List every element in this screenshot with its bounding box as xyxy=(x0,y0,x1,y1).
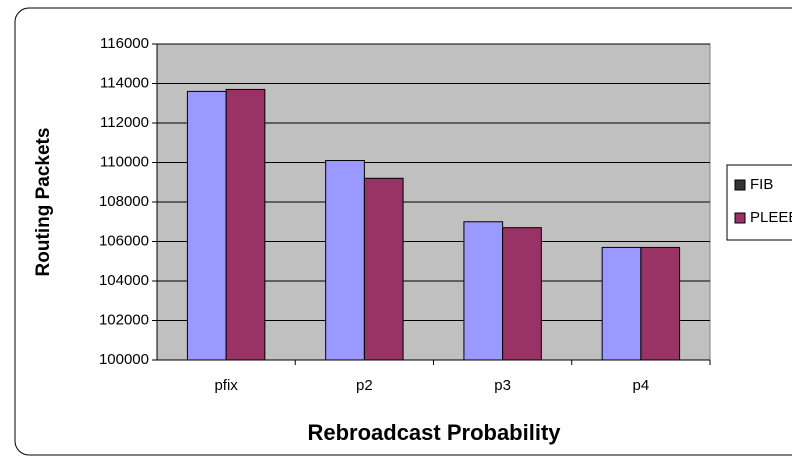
y-tick-label: 116000 xyxy=(100,35,149,52)
legend-swatch xyxy=(734,179,746,191)
y-tick-label: 112000 xyxy=(100,114,149,131)
legend-swatch xyxy=(734,212,746,224)
x-tick-label: p4 xyxy=(633,377,650,394)
y-tick-label: 104000 xyxy=(99,272,149,289)
bar xyxy=(363,177,404,361)
bar xyxy=(325,160,365,361)
x-tick-label: p3 xyxy=(494,377,511,394)
legend xyxy=(726,164,792,241)
y-tick-label: 100000 xyxy=(99,351,149,368)
legend-label: FIB xyxy=(750,176,773,193)
y-tick-label: 108000 xyxy=(99,193,149,210)
bar xyxy=(601,246,642,361)
bar xyxy=(225,88,266,361)
bar xyxy=(186,90,227,361)
x-axis-title: Rebroadcast Probability xyxy=(307,420,561,445)
bar xyxy=(502,227,542,361)
y-tick-label: 110000 xyxy=(100,153,149,170)
bar xyxy=(640,246,681,361)
bar xyxy=(463,221,504,361)
y-tick-label: 106000 xyxy=(99,232,149,249)
y-tick-label: 102000 xyxy=(99,311,149,328)
x-tick-label: p2 xyxy=(356,377,373,394)
y-tick-label: 114000 xyxy=(100,74,149,91)
y-axis-title: Routing Packets xyxy=(33,128,54,277)
legend-label: PLEEB xyxy=(750,209,792,226)
x-tick-label: pfix xyxy=(214,377,238,394)
